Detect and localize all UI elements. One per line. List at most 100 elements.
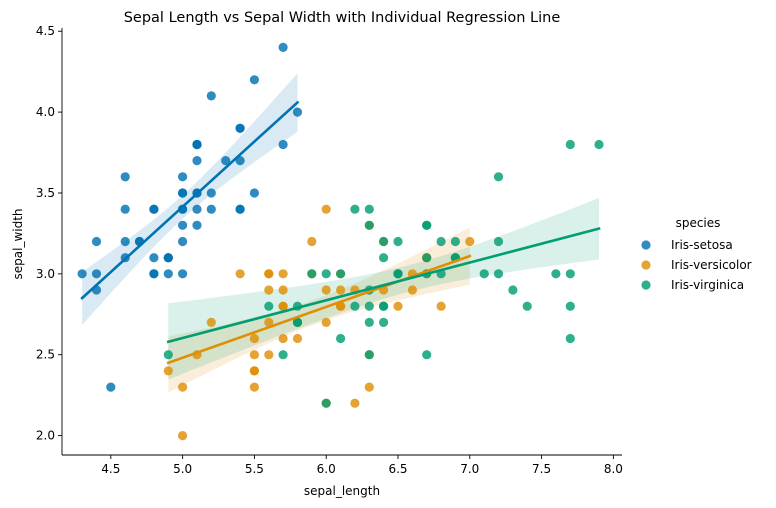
data-point-iris-virginica — [379, 301, 389, 311]
data-point-iris-versicolor — [249, 382, 259, 392]
data-point-iris-setosa — [163, 269, 173, 279]
regression-line-iris-virginica — [166, 226, 601, 344]
chart-title: Sepal Length vs Sepal Width with Individ… — [124, 10, 561, 26]
data-point-iris-versicolor — [436, 301, 446, 311]
data-point-iris-setosa — [192, 139, 202, 150]
data-point-iris-virginica — [379, 253, 389, 263]
data-point-iris-versicolor — [235, 269, 245, 279]
data-point-iris-versicolor — [178, 382, 188, 392]
x-axis-title: sepal_length — [304, 484, 380, 498]
data-point-iris-setosa — [120, 172, 130, 182]
data-point-iris-setosa — [206, 204, 216, 214]
data-point-iris-versicolor — [321, 317, 331, 327]
data-point-iris-virginica — [422, 350, 432, 360]
data-point-iris-versicolor — [307, 236, 317, 247]
x-tick-label: 8.0 — [604, 462, 623, 476]
data-point-iris-versicolor — [264, 317, 274, 327]
data-point-iris-virginica — [393, 269, 403, 279]
data-point-iris-virginica — [493, 236, 504, 247]
data-point-iris-virginica — [364, 317, 374, 327]
data-point-iris-virginica — [436, 236, 446, 247]
data-point-iris-versicolor — [249, 350, 259, 360]
data-point-iris-virginica — [565, 269, 575, 279]
data-point-iris-setosa — [278, 42, 288, 53]
data-point-iris-setosa — [178, 188, 188, 198]
regression-line-iris-versicolor — [166, 254, 472, 365]
data-point-iris-setosa — [278, 139, 288, 150]
data-point-iris-virginica — [292, 317, 303, 327]
data-point-iris-virginica — [379, 236, 389, 247]
data-point-iris-virginica — [264, 301, 274, 311]
x-tick-label: 6.5 — [388, 462, 407, 476]
data-point-iris-virginica — [493, 269, 504, 279]
data-point-iris-virginica — [364, 220, 374, 230]
legend-label: Iris-virginica — [671, 278, 744, 292]
y-axis-title: sepal_width — [11, 208, 25, 279]
data-point-iris-versicolor — [393, 301, 403, 311]
data-point-iris-versicolor — [249, 333, 259, 344]
data-point-iris-virginica — [565, 301, 575, 311]
data-point-iris-virginica — [350, 301, 360, 311]
data-point-iris-setosa — [192, 204, 202, 214]
data-point-iris-setosa — [192, 220, 202, 230]
data-point-iris-setosa — [77, 269, 87, 279]
data-point-iris-virginica — [522, 301, 532, 311]
x-tick-label: 6.0 — [317, 462, 336, 476]
data-point-iris-virginica — [551, 269, 561, 279]
x-tick-label: 7.5 — [532, 462, 551, 476]
legend-marker — [641, 260, 651, 270]
data-point-iris-virginica — [364, 350, 374, 360]
legend-title: species — [676, 216, 721, 230]
x-tick-label: 7.0 — [460, 462, 479, 476]
plot-area — [77, 42, 604, 441]
data-point-iris-setosa — [149, 204, 159, 214]
data-point-iris-versicolor — [407, 285, 417, 295]
y-tick-label: 3.0 — [36, 267, 55, 281]
data-point-iris-setosa — [149, 253, 159, 263]
data-point-iris-setosa — [120, 204, 130, 214]
legend-marker — [641, 280, 651, 290]
y-tick-label: 2.5 — [36, 348, 55, 362]
y-tick-label: 3.5 — [36, 186, 55, 200]
data-point-iris-setosa — [178, 172, 188, 182]
legend-label: Iris-setosa — [671, 238, 733, 252]
data-point-iris-versicolor — [321, 204, 331, 214]
data-point-iris-virginica — [364, 301, 374, 311]
data-point-iris-setosa — [178, 236, 188, 247]
data-point-iris-virginica — [422, 220, 432, 230]
legend-label: Iris-versicolor — [671, 258, 752, 272]
data-point-iris-versicolor — [264, 285, 274, 295]
data-point-iris-setosa — [249, 188, 259, 198]
data-point-iris-virginica — [321, 269, 331, 279]
legend-marker — [641, 240, 651, 250]
data-point-iris-versicolor — [278, 269, 288, 279]
data-point-iris-versicolor — [278, 285, 288, 295]
data-point-iris-setosa — [192, 156, 202, 166]
data-point-iris-setosa — [163, 253, 173, 263]
x-tick-label: 4.5 — [101, 462, 120, 476]
data-point-iris-versicolor — [292, 333, 303, 344]
x-tick-label: 5.5 — [245, 462, 264, 476]
data-point-iris-versicolor — [163, 366, 173, 376]
data-point-iris-setosa — [178, 204, 188, 214]
data-point-iris-virginica — [163, 350, 173, 360]
data-point-iris-versicolor — [206, 317, 216, 327]
data-point-iris-virginica — [350, 204, 360, 214]
data-point-iris-setosa — [106, 382, 116, 392]
data-point-iris-versicolor — [178, 431, 188, 441]
data-point-iris-setosa — [249, 75, 259, 85]
data-point-iris-setosa — [235, 123, 245, 133]
y-tick-label: 4.0 — [36, 105, 55, 119]
data-point-iris-virginica — [393, 236, 403, 247]
data-point-iris-versicolor — [278, 301, 288, 311]
data-point-iris-setosa — [91, 269, 102, 279]
data-point-iris-versicolor — [264, 350, 274, 360]
data-point-iris-setosa — [91, 236, 102, 247]
data-point-iris-virginica — [307, 269, 317, 279]
y-tick-label: 4.5 — [36, 24, 55, 38]
data-point-iris-versicolor — [364, 382, 374, 392]
data-point-iris-virginica — [508, 285, 518, 295]
data-point-iris-virginica — [565, 139, 575, 150]
data-point-iris-versicolor — [264, 269, 274, 279]
